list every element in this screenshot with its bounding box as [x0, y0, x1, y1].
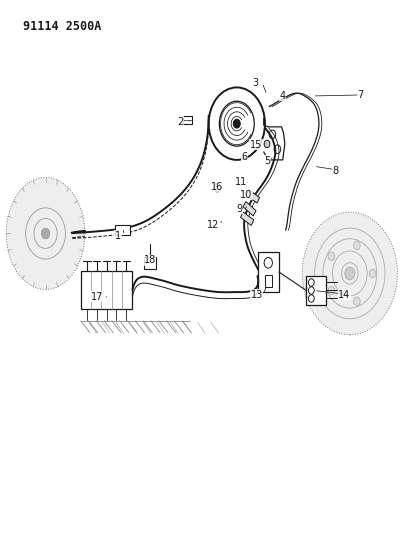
Bar — [246, 190, 259, 203]
Bar — [264, 275, 271, 287]
Bar — [257, 252, 278, 292]
Ellipse shape — [301, 212, 396, 335]
Text: 16: 16 — [211, 182, 223, 191]
Text: 7: 7 — [356, 90, 363, 100]
Circle shape — [214, 183, 220, 192]
Text: 14: 14 — [337, 290, 350, 300]
Text: 12: 12 — [206, 220, 219, 230]
Text: 15: 15 — [249, 140, 261, 150]
Circle shape — [353, 241, 359, 250]
Text: 3: 3 — [252, 78, 258, 87]
Bar — [144, 257, 156, 269]
Text: 8: 8 — [332, 166, 337, 175]
Circle shape — [368, 269, 375, 278]
Text: 91114 2500A: 91114 2500A — [23, 20, 101, 33]
Ellipse shape — [6, 177, 85, 289]
Text: 9: 9 — [236, 204, 242, 214]
Text: 10: 10 — [240, 190, 252, 199]
Bar — [306, 276, 325, 305]
Circle shape — [328, 286, 334, 295]
Bar — [114, 225, 129, 235]
Text: 6: 6 — [241, 152, 247, 162]
Text: 11: 11 — [234, 177, 247, 187]
Circle shape — [233, 119, 240, 128]
Text: 17: 17 — [91, 292, 103, 302]
Text: 4: 4 — [279, 91, 285, 101]
Text: 1: 1 — [115, 231, 121, 240]
Circle shape — [263, 140, 269, 148]
Circle shape — [344, 267, 354, 280]
Bar — [81, 271, 132, 309]
Circle shape — [41, 228, 50, 239]
Text: 5: 5 — [263, 156, 270, 166]
Text: 2: 2 — [176, 117, 183, 126]
Circle shape — [328, 252, 334, 261]
Text: 13: 13 — [250, 290, 262, 300]
Text: 18: 18 — [143, 255, 156, 265]
Bar — [183, 116, 192, 124]
Circle shape — [353, 297, 359, 305]
Bar — [242, 201, 255, 216]
Bar — [240, 212, 253, 225]
